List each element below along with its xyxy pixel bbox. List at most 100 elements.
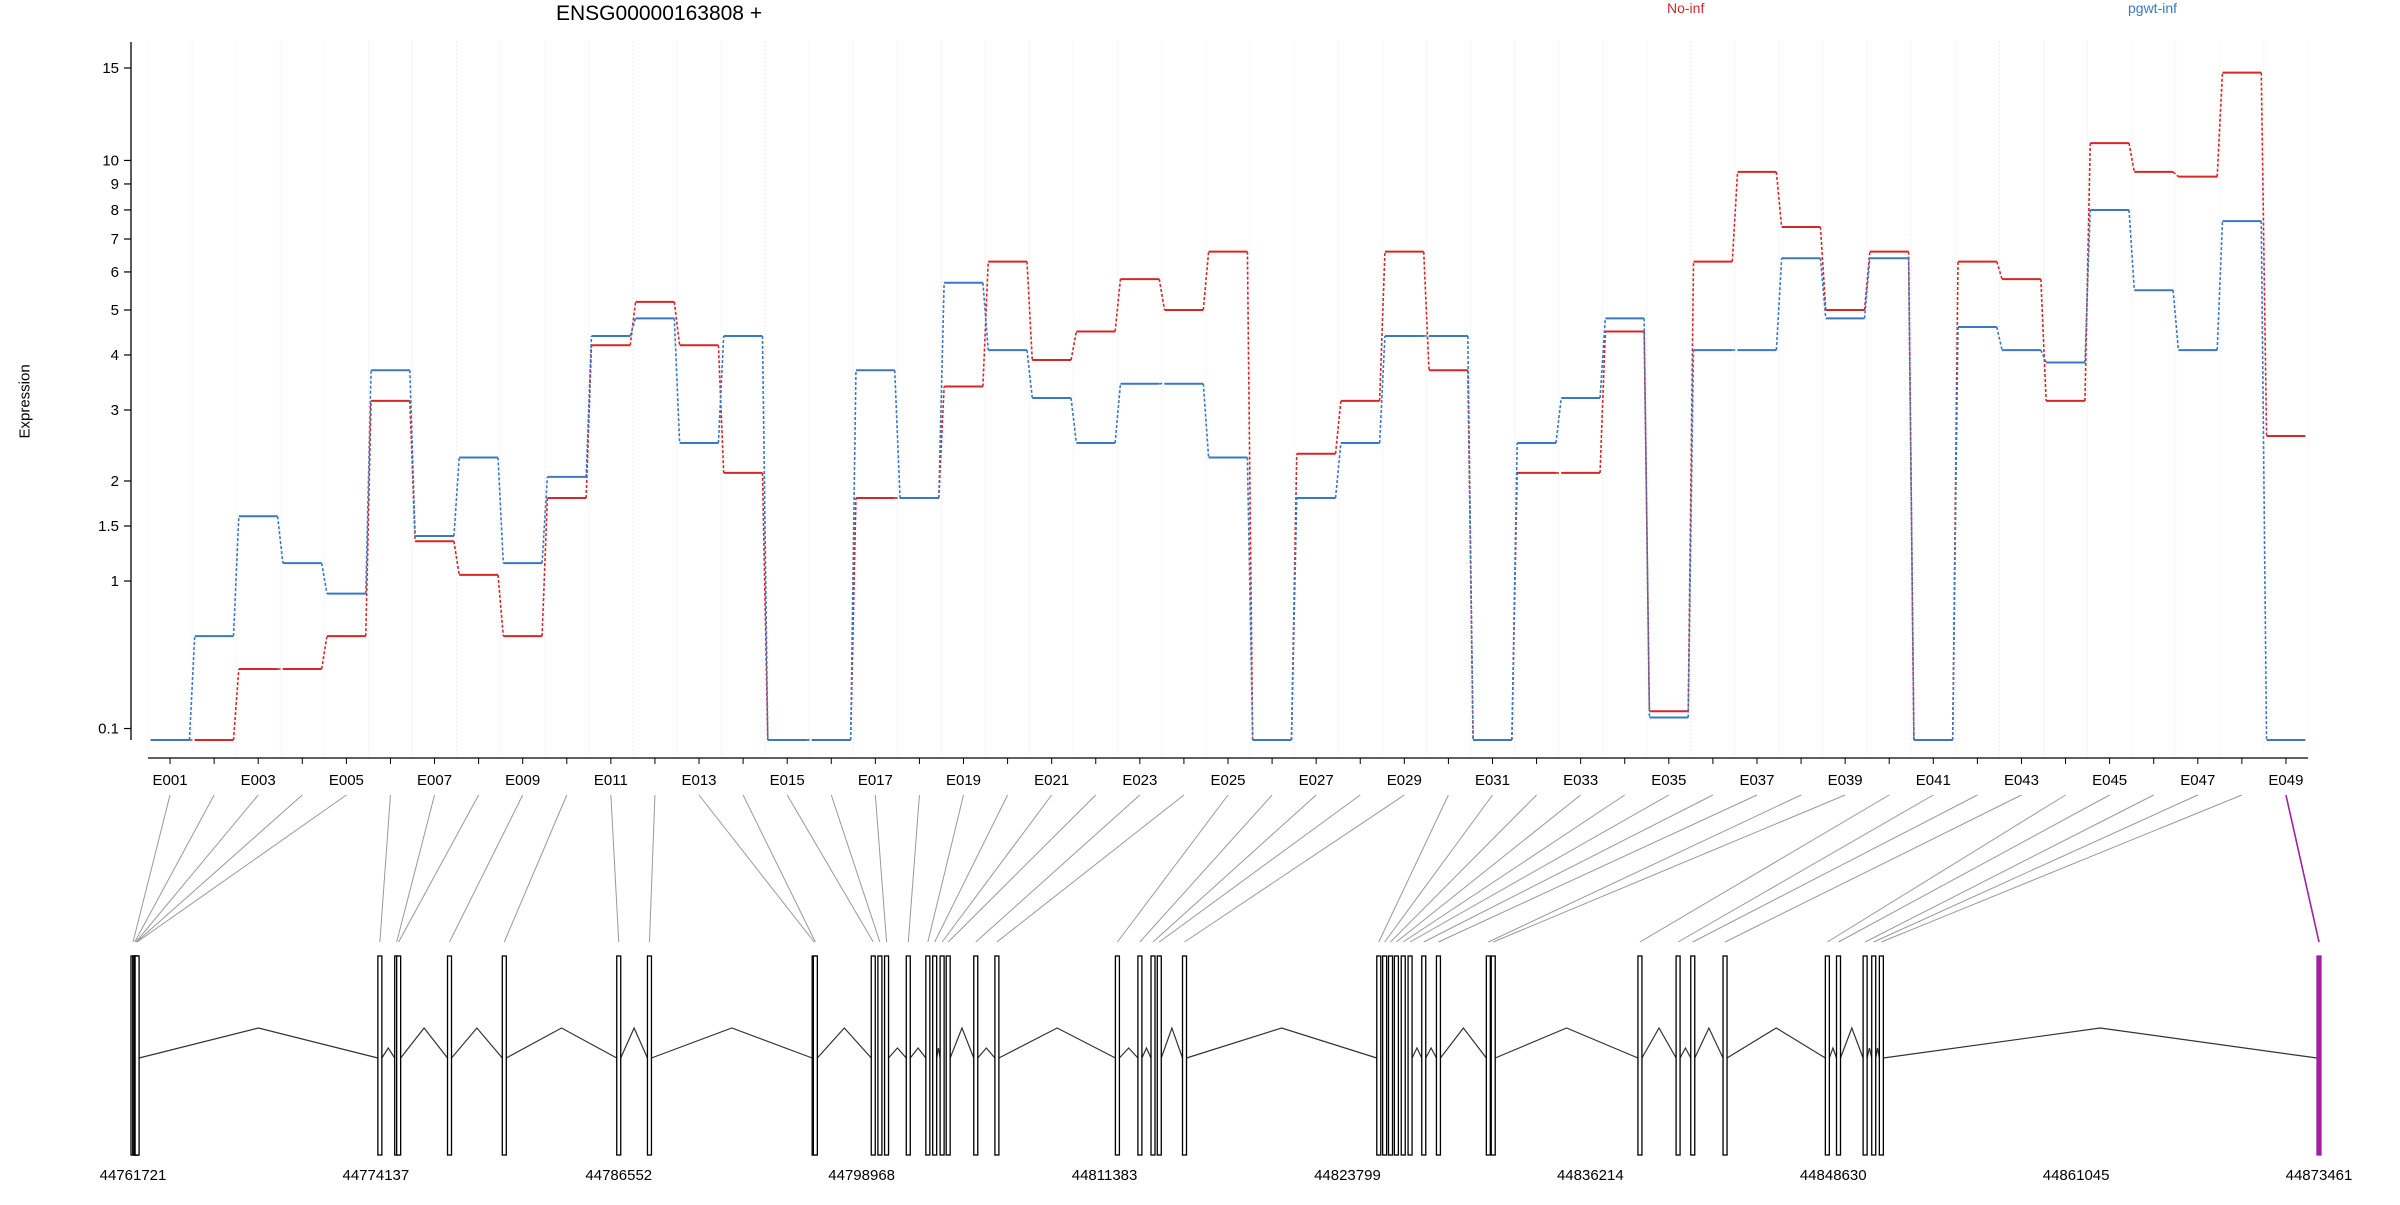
series-0-step [453,541,461,576]
genomic-coordinate-label: 44861045 [2043,1167,2110,1184]
exon-tick-label: E015 [770,772,805,789]
exon-box [973,955,979,1156]
series-1-step [938,282,945,499]
series-0-step [2128,142,2136,173]
exon-connector [1827,794,2066,943]
series-0-step [1070,331,1078,361]
exon-connector [941,794,1053,943]
intron-line [506,1027,618,1059]
exon-connector [1881,794,2243,943]
y-tick-label: 0.1 [98,721,119,738]
exon-connector [1378,794,1449,943]
intron-line [381,1046,396,1059]
intron-line [1839,1026,1864,1059]
exon-connector [1409,794,1670,943]
exon-tick-label: E023 [1122,772,1157,789]
exon-connector [1184,794,1405,943]
exon-tick-label: E001 [153,772,188,789]
intron-line [451,1027,503,1059]
intron-line [1494,1027,1639,1059]
intron-line [651,1027,813,1059]
exon-connector [1152,794,1317,943]
genomic-coordinate-label: 44873461 [2286,1167,2353,1184]
exon-connector [2285,794,2320,943]
exon-connector [135,794,259,943]
exon-box [501,955,507,1156]
exon-connector [1692,794,1978,943]
exon-tick-label: E041 [1916,772,1951,789]
exon-connector [648,794,656,943]
series-0-step [232,668,240,741]
intron-line [1866,1047,1873,1059]
exon-box [1862,955,1868,1156]
series-1-step [497,457,505,564]
series-0-step [364,400,372,637]
series-1-step [2084,209,2092,363]
intron-line [1694,1026,1724,1059]
exon-tick-label: E035 [1651,772,1686,789]
exon-connector [947,794,1097,943]
intron-line [1439,1027,1487,1059]
exon-tick-label: E021 [1034,772,1069,789]
series-1-step [1819,258,1827,319]
exon-connector [1677,794,1934,943]
genomic-coordinate-label: 44823799 [1314,1167,1381,1184]
exon-connector [1139,794,1273,943]
intron-line [1726,1027,1826,1059]
genomic-coordinate-label: 44848630 [1800,1167,1867,1184]
exon-box [1675,955,1681,1156]
exon-box [1421,955,1427,1156]
exon-box [2316,955,2322,1156]
series-1-step [2040,349,2047,363]
exon-box [1393,955,1400,1156]
series-0-step [717,345,725,473]
series-1-step [1907,258,1915,741]
exon-box [870,955,876,1156]
exon-tick-label: E037 [1739,772,1774,789]
exon-connector [786,794,874,943]
exon-connector [742,794,816,943]
series-1-step [849,370,857,741]
exon-connector [830,794,881,943]
exon-box [646,955,653,1156]
series-0-step [1158,278,1166,311]
exon-tick-label: E027 [1299,772,1334,789]
intron-line [1641,1026,1677,1059]
exon-box [939,955,945,1156]
intron-line [949,1026,975,1059]
series-0-step [1643,331,1651,712]
exon-box [1824,955,1831,1156]
exon-box [377,955,383,1156]
exon-box [883,955,890,1156]
exon-tick-label: E025 [1210,772,1245,789]
exon-box [1181,955,1188,1156]
series-0-step [1202,251,1210,311]
exon-tick-label: E029 [1387,772,1422,789]
series-1-step [2260,221,2268,741]
exon-box [1376,955,1382,1156]
series-1-step [2216,221,2224,351]
series-1-step [2172,290,2180,351]
exon-connector [907,794,920,943]
series-1-step [1555,397,1563,444]
series-0-step [2084,143,2092,401]
intron-line [1141,1046,1152,1059]
exon-box [812,955,818,1156]
y-tick-label: 1 [111,573,119,590]
y-tick-label: 4 [111,347,119,364]
exon-box [1878,955,1885,1156]
series-0-step [1026,261,1034,360]
series-1-step [1863,258,1871,319]
series-1-step [1687,350,1695,718]
exon-box [905,955,911,1156]
genomic-coordinate-label: 44786552 [585,1167,652,1184]
y-tick-label: 9 [111,176,119,193]
exon-connector [396,794,436,943]
series-1-step [1246,457,1254,741]
exon-box [1871,955,1877,1156]
exon-connector [449,794,524,943]
y-tick-label: 5 [111,302,119,319]
exon-connector [1390,794,1537,943]
intron-line [1411,1046,1423,1059]
